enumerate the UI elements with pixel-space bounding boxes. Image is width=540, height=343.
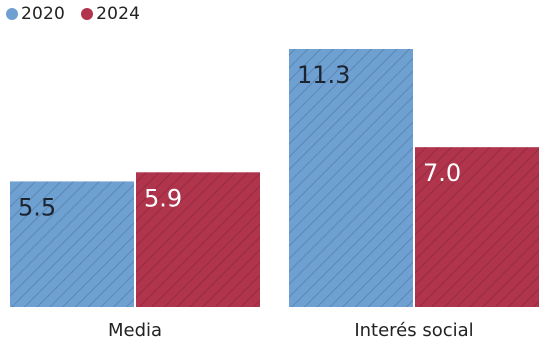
legend-item-2020: 2020 — [6, 4, 65, 24]
bar-hatch-inter-s-social-2020 — [289, 49, 413, 307]
legend-swatch-2024 — [81, 8, 94, 20]
value-label-inter-s-social-2024: 7.0 — [423, 159, 461, 187]
legend-label-2020: 2020 — [21, 4, 66, 24]
bar-hatch-media-2020 — [10, 181, 134, 307]
legend: 2020 2024 — [6, 2, 156, 26]
bar-hatch-media-2024 — [136, 172, 260, 307]
value-label-media-2024: 5.9 — [144, 184, 182, 212]
legend-item-2024: 2024 — [81, 4, 140, 24]
category-label-inter-s-social: Interés social — [354, 320, 473, 341]
category-label-media: Media — [108, 320, 162, 341]
value-label-media-2020: 5.5 — [18, 193, 56, 221]
legend-label-2024: 2024 — [96, 4, 141, 24]
value-label-inter-s-social-2020: 11.3 — [297, 61, 350, 89]
legend-swatch-2020 — [6, 8, 18, 20]
bar-hatch-inter-s-social-2024 — [415, 147, 539, 307]
